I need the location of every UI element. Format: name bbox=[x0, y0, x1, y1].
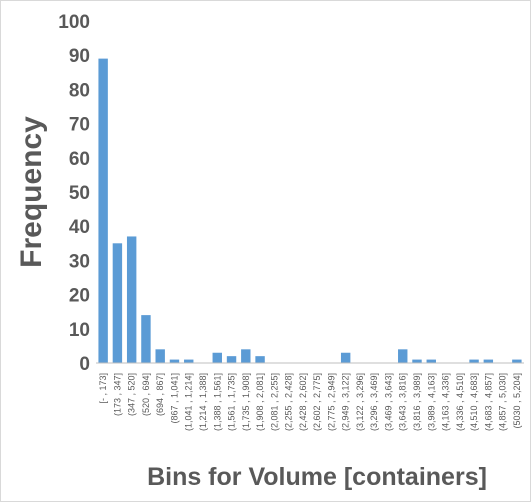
x-axis-label: Bins for Volume [containers] bbox=[147, 463, 487, 491]
bar bbox=[155, 349, 165, 363]
bar bbox=[112, 243, 123, 363]
x-tick-label: (867 , 1,041] bbox=[169, 373, 179, 424]
x-tick-label: (3,643 , 3,816] bbox=[398, 373, 408, 431]
bar bbox=[98, 58, 108, 364]
y-tick-label: 40 bbox=[69, 217, 90, 238]
y-tick-label: 70 bbox=[69, 115, 90, 136]
y-tick-label: 60 bbox=[69, 149, 90, 170]
x-tick-label: (1,041 , 1,214] bbox=[184, 373, 194, 431]
y-tick-label: 30 bbox=[69, 251, 90, 272]
x-tick-label: (2,775 , 2,949] bbox=[326, 373, 336, 431]
bar bbox=[426, 359, 436, 363]
bar bbox=[398, 349, 408, 363]
y-tick-label: 20 bbox=[69, 286, 90, 307]
x-tick-label: (4,336 , 4,510] bbox=[455, 373, 465, 431]
bar bbox=[469, 359, 479, 363]
x-axis-ticks: [- , 173] (173 , 347] (347 , 520] (520 , 69… bbox=[98, 373, 522, 431]
x-tick-label: (2,949 , 3,122] bbox=[341, 373, 351, 431]
x-tick-label: (3,296 , 3,469] bbox=[369, 373, 379, 431]
x-tick-label: (4,510 , 4,683] bbox=[469, 373, 479, 431]
bar bbox=[241, 349, 251, 363]
bar bbox=[255, 356, 265, 363]
x-tick-label: (347 , 520] bbox=[127, 373, 137, 416]
y-tick-label: 80 bbox=[69, 80, 90, 101]
y-axis-ticks: 0 10 20 30 40 50 60 70 80 90 100 bbox=[58, 12, 90, 375]
bar bbox=[141, 315, 151, 363]
x-tick-label: (173 , 347] bbox=[112, 373, 122, 416]
x-tick-label: (3,469 , 3,643] bbox=[383, 373, 393, 431]
y-tick-label: 50 bbox=[69, 183, 90, 204]
x-tick-label: (1,388 , 1,561] bbox=[212, 373, 222, 431]
x-tick-label: (1,735 , 1,908] bbox=[241, 373, 251, 431]
bars bbox=[98, 58, 522, 364]
x-tick-label: (4,683 , 4,857] bbox=[483, 373, 493, 431]
x-tick-label: (3,816 , 3,989] bbox=[412, 373, 422, 431]
x-tick-label: (2,428 , 2,602] bbox=[298, 373, 308, 431]
x-tick-label: (1,908 , 2,081] bbox=[255, 373, 265, 431]
x-tick-label: (520 , 694] bbox=[141, 373, 151, 416]
x-tick-label: (2,081 , 2,255] bbox=[269, 373, 279, 431]
x-tick-label: (1,214 , 1,388] bbox=[198, 373, 208, 431]
x-tick-label: (4,857 , 5,030] bbox=[498, 373, 508, 431]
x-tick-label: (694 , 867] bbox=[155, 373, 165, 416]
y-tick-label: 0 bbox=[79, 354, 90, 375]
x-tick-label: (2,255 , 2,428] bbox=[284, 373, 294, 431]
x-tick-label: (1,561 , 1,735] bbox=[227, 373, 237, 431]
y-tick-label: 100 bbox=[58, 12, 90, 33]
bar bbox=[226, 356, 237, 363]
y-axis-label: Frequency bbox=[15, 116, 48, 268]
bar bbox=[412, 359, 422, 363]
x-tick-label: [- , 173] bbox=[98, 373, 108, 404]
y-tick-label: 90 bbox=[69, 46, 90, 67]
bar bbox=[169, 359, 180, 363]
x-tick-label: (3,122 , 3,296] bbox=[355, 373, 365, 431]
bar bbox=[512, 359, 522, 363]
y-tick-label: 10 bbox=[69, 320, 90, 341]
bar bbox=[212, 352, 222, 363]
bar bbox=[483, 359, 494, 363]
x-tick-label: (2,602 , 2,775] bbox=[312, 373, 322, 431]
x-tick-label: (5030 , 5,204] bbox=[512, 373, 522, 429]
bar bbox=[126, 236, 137, 363]
bar bbox=[184, 359, 194, 363]
x-tick-label: (3,989 , 4,163] bbox=[426, 373, 436, 431]
x-tick-label: (4,163 , 4,336] bbox=[441, 373, 451, 431]
bar bbox=[340, 352, 351, 363]
